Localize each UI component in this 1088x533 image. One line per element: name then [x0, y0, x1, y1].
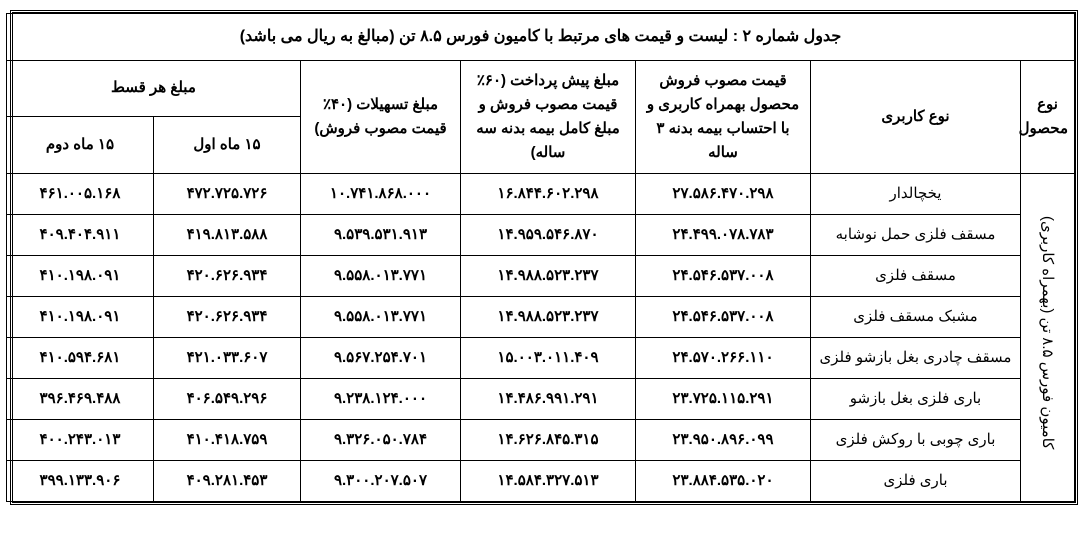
- first15-cell: ۴۲۰.۶۲۶.۹۳۴: [154, 255, 301, 296]
- facilities-cell: ۹.۵۶۷.۲۵۴.۷۰۱: [301, 337, 461, 378]
- header-second-15: ۱۵ ماه دوم: [6, 117, 153, 174]
- facilities-cell: ۹.۵۵۸.۰۱۳.۷۷۱: [301, 255, 461, 296]
- table-row: مسقف فلزی حمل نوشابه۲۴.۴۹۹.۰۷۸.۷۸۳۱۴.۹۵۹…: [6, 214, 1074, 255]
- facilities-cell: ۹.۳۲۶.۰۵۰.۷۸۴: [301, 419, 461, 460]
- first15-cell: ۴۷۲.۷۲۵.۷۲۶: [154, 173, 301, 214]
- second15-cell: ۳۹۶.۴۶۹.۴۸۸: [6, 378, 153, 419]
- header-prepayment: مبلغ پیش پرداخت (۶۰٪ قیمت مصوب فروش و مب…: [461, 60, 636, 173]
- usage-cell: مسقف فلزی: [811, 255, 1021, 296]
- second15-cell: ۳۹۹.۱۳۳.۹۰۶: [6, 460, 153, 501]
- usage-cell: یخچالدار: [811, 173, 1021, 214]
- product-type-label: کامیون فورس ۸.۵ تن (بهمراه کاربری): [1037, 212, 1058, 453]
- usage-cell: مسقف چادری بغل بازشو فلزی: [811, 337, 1021, 378]
- second15-cell: ۴۱۰.۱۹۸.۰۹۱: [6, 296, 153, 337]
- prepayment-cell: ۱۴.۹۸۸.۵۲۳.۲۳۷: [461, 255, 636, 296]
- first15-cell: ۴۱۹.۸۱۳.۵۸۸: [154, 214, 301, 255]
- header-first-15: ۱۵ ماه اول: [154, 117, 301, 174]
- price-table-container: جدول شماره ۲ : لیست و قیمت های مرتبط با …: [10, 10, 1078, 505]
- second15-cell: ۴۱۰.۵۹۴.۶۸۱: [6, 337, 153, 378]
- table-row: مسقف چادری بغل بازشو فلزی۲۴.۵۷۰.۲۶۶.۱۱۰۱…: [6, 337, 1074, 378]
- approved-price-cell: ۲۷.۵۸۶.۴۷۰.۲۹۸: [636, 173, 811, 214]
- usage-cell: باری فلزی: [811, 460, 1021, 501]
- approved-price-cell: ۲۳.۸۸۴.۵۳۵.۰۲۰: [636, 460, 811, 501]
- usage-cell: مسقف فلزی حمل نوشابه: [811, 214, 1021, 255]
- first15-cell: ۴۲۱.۰۳۳.۶۰۷: [154, 337, 301, 378]
- product-type-cell: کامیون فورس ۸.۵ تن (بهمراه کاربری): [1021, 173, 1075, 501]
- table-row: باری فلزی بغل بازشو۲۳.۷۲۵.۱۱۵.۲۹۱۱۴.۴۸۶.…: [6, 378, 1074, 419]
- first15-cell: ۴۰۹.۲۸۱.۴۵۳: [154, 460, 301, 501]
- table-title: جدول شماره ۲ : لیست و قیمت های مرتبط با …: [6, 14, 1074, 61]
- approved-price-cell: ۲۴.۵۴۶.۵۳۷.۰۰۸: [636, 255, 811, 296]
- approved-price-cell: ۲۳.۷۲۵.۱۱۵.۲۹۱: [636, 378, 811, 419]
- facilities-cell: ۹.۳۰۰.۲۰۷.۵۰۷: [301, 460, 461, 501]
- second15-cell: ۴۰۹.۴۰۴.۹۱۱: [6, 214, 153, 255]
- header-product-type-label: نوع محصول: [1019, 96, 1068, 137]
- header-approved-price: قیمت مصوب فروش محصول بهمراه کاربری و با …: [636, 60, 811, 173]
- prepayment-cell: ۱۴.۹۸۸.۵۲۳.۲۳۷: [461, 296, 636, 337]
- usage-cell: مشبک مسقف فلزی: [811, 296, 1021, 337]
- facilities-cell: ۹.۲۳۸.۱۲۴.۰۰۰: [301, 378, 461, 419]
- prepayment-cell: ۱۴.۹۵۹.۵۴۶.۸۷۰: [461, 214, 636, 255]
- table-body: کامیون فورس ۸.۵ تن (بهمراه کاربری) یخچالد…: [6, 173, 1074, 501]
- approved-price-cell: ۲۴.۵۴۶.۵۳۷.۰۰۸: [636, 296, 811, 337]
- prepayment-cell: ۱۶.۸۴۴.۶۰۲.۲۹۸: [461, 173, 636, 214]
- approved-price-cell: ۲۴.۴۹۹.۰۷۸.۷۸۳: [636, 214, 811, 255]
- header-product-type: نوع محصول: [1021, 60, 1075, 173]
- second15-cell: ۴۱۰.۱۹۸.۰۹۱: [6, 255, 153, 296]
- table-row: مسقف فلزی۲۴.۵۴۶.۵۳۷.۰۰۸۱۴.۹۸۸.۵۲۳.۲۳۷۹.۵…: [6, 255, 1074, 296]
- first15-cell: ۴۲۰.۶۲۶.۹۳۴: [154, 296, 301, 337]
- second15-cell: ۴۶۱.۰۰۵.۱۶۸: [6, 173, 153, 214]
- prepayment-cell: ۱۴.۴۸۶.۹۹۱.۲۹۱: [461, 378, 636, 419]
- approved-price-cell: ۲۴.۵۷۰.۲۶۶.۱۱۰: [636, 337, 811, 378]
- table-row: مشبک مسقف فلزی۲۴.۵۴۶.۵۳۷.۰۰۸۱۴.۹۸۸.۵۲۳.۲…: [6, 296, 1074, 337]
- table-row: کامیون فورس ۸.۵ تن (بهمراه کاربری)یخچالد…: [6, 173, 1074, 214]
- table-row: باری فلزی۲۳.۸۸۴.۵۳۵.۰۲۰۱۴.۵۸۴.۳۲۷.۵۱۳۹.۳…: [6, 460, 1074, 501]
- usage-cell: باری چوبی با روکش فلزی: [811, 419, 1021, 460]
- usage-cell: باری فلزی بغل بازشو: [811, 378, 1021, 419]
- approved-price-cell: ۲۳.۹۵۰.۸۹۶.۰۹۹: [636, 419, 811, 460]
- header-facilities: مبلغ تسهیلات (۴۰٪ قیمت مصوب فروش): [301, 60, 461, 173]
- prepayment-cell: ۱۴.۵۸۴.۳۲۷.۵۱۳: [461, 460, 636, 501]
- table-row: باری چوبی با روکش فلزی۲۳.۹۵۰.۸۹۶.۰۹۹۱۴.۶…: [6, 419, 1074, 460]
- facilities-cell: ۹.۵۵۸.۰۱۳.۷۷۱: [301, 296, 461, 337]
- header-usage-type: نوع کاربری: [811, 60, 1021, 173]
- second15-cell: ۴۰۰.۲۴۳.۰۱۳: [6, 419, 153, 460]
- facilities-cell: ۹.۵۳۹.۵۳۱.۹۱۳: [301, 214, 461, 255]
- price-table: جدول شماره ۲ : لیست و قیمت های مرتبط با …: [6, 13, 1075, 502]
- first15-cell: ۴۰۶.۵۴۹.۲۹۶: [154, 378, 301, 419]
- prepayment-cell: ۱۴.۶۲۶.۸۴۵.۳۱۵: [461, 419, 636, 460]
- first15-cell: ۴۱۰.۴۱۸.۷۵۹: [154, 419, 301, 460]
- header-installment: مبلغ هر قسط: [6, 60, 300, 117]
- facilities-cell: ۱۰.۷۴۱.۸۶۸.۰۰۰: [301, 173, 461, 214]
- prepayment-cell: ۱۵.۰۰۳.۰۱۱.۴۰۹: [461, 337, 636, 378]
